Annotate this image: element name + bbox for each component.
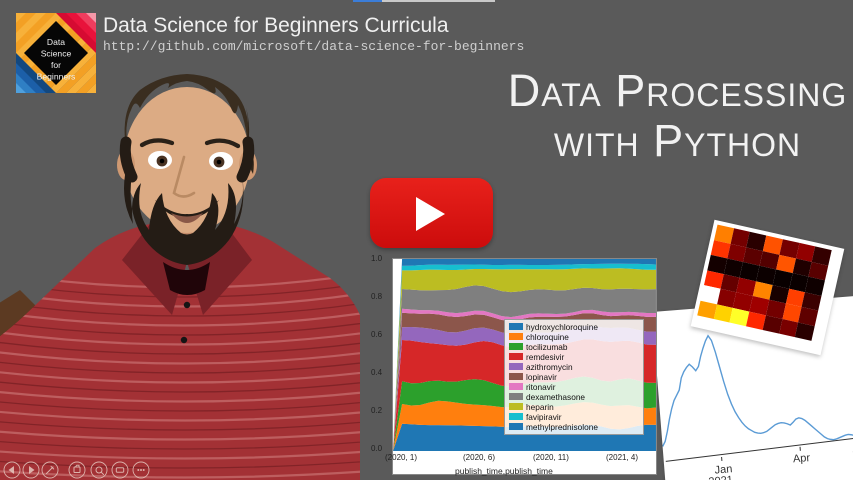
svg-text:Apr: Apr — [793, 452, 811, 465]
svg-text:Data: Data — [47, 37, 65, 47]
svg-text:Science: Science — [41, 49, 72, 59]
svg-text:2021: 2021 — [708, 474, 733, 480]
